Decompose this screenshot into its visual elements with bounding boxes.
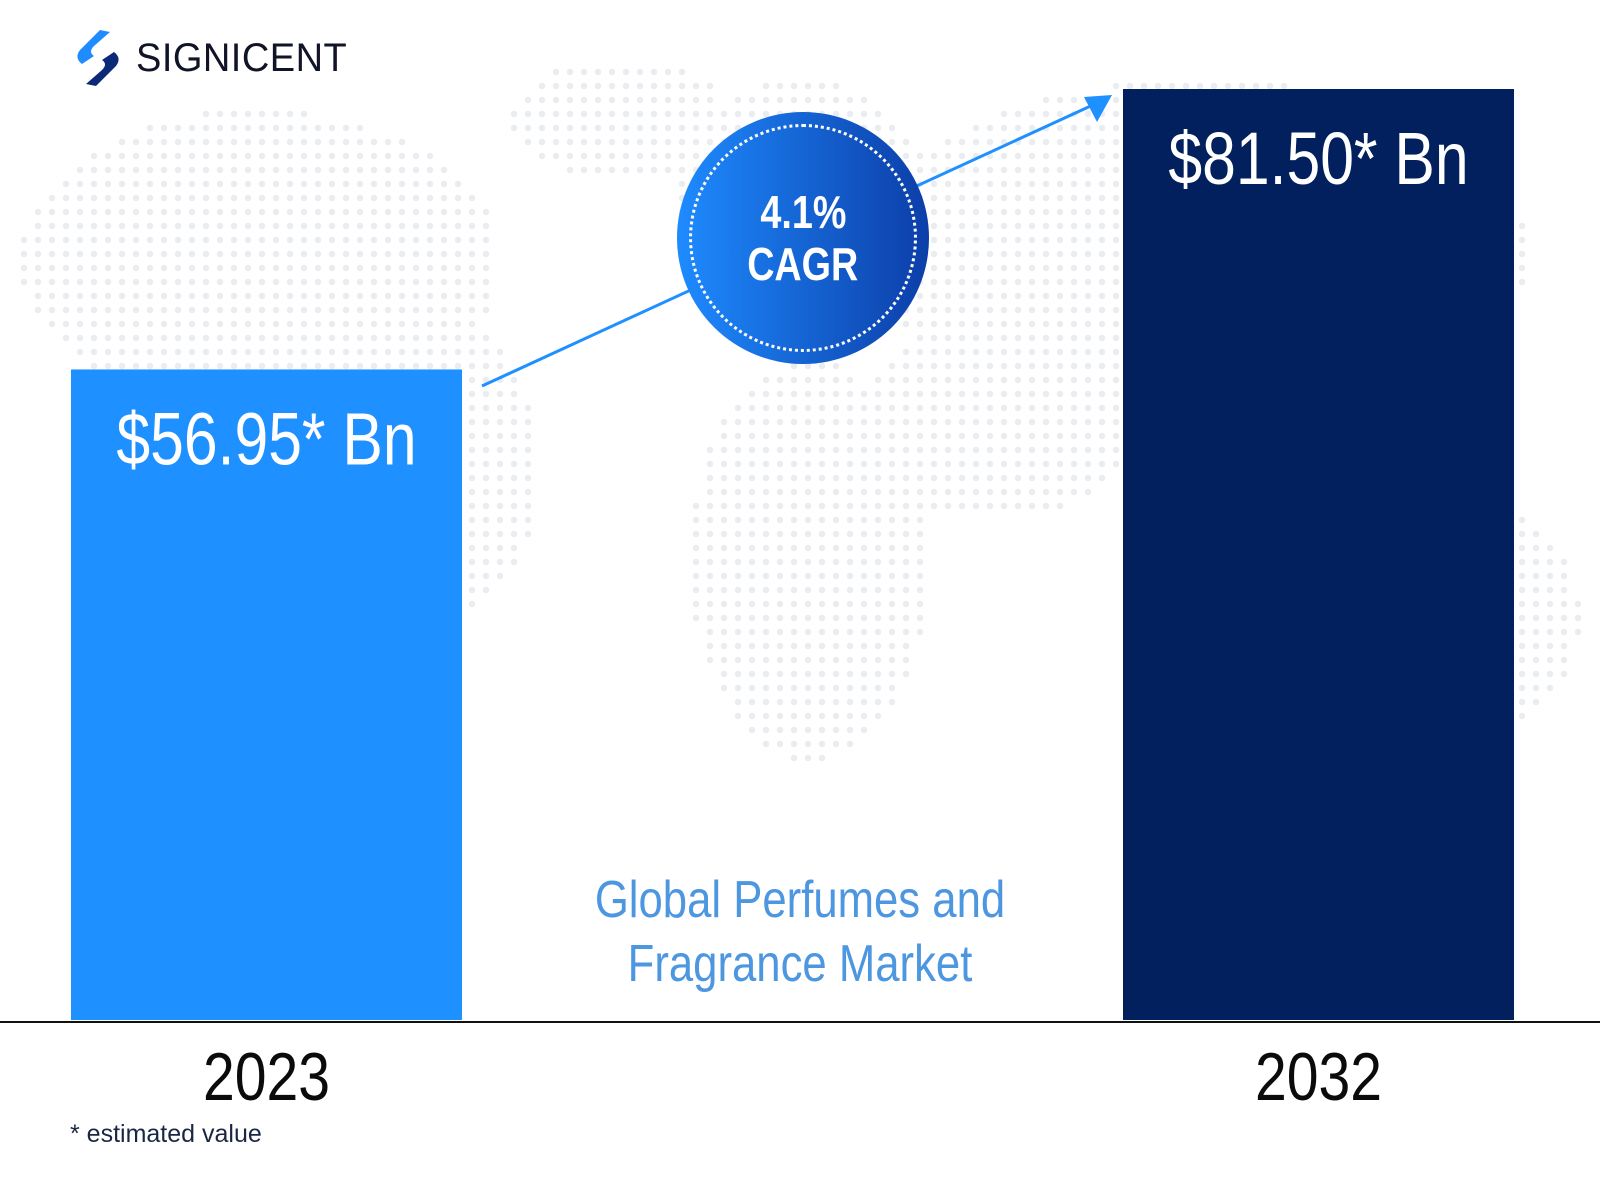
cagr-value: 4.1% [759, 186, 846, 238]
bar-value-label-2023: $56.95* Bn [116, 399, 416, 481]
x-tick-label-2032: 2032 [1255, 1039, 1382, 1115]
market-title: Global Perfumes and Fragrance Market [594, 871, 1006, 993]
signicent-logo: SIGNICENT [70, 28, 358, 88]
growth-arrow-head [1084, 95, 1112, 122]
signicent-logo-icon [77, 30, 119, 86]
brand-name: SIGNICENT [136, 35, 348, 80]
footnote: * estimated value [70, 1120, 262, 1148]
x-tick-label-2023: 2023 [203, 1039, 330, 1115]
cagr-badge: 4.1% CAGR [677, 112, 929, 364]
bar-value-label-2032: $81.50* Bn [1168, 118, 1468, 200]
cagr-label: CAGR [747, 238, 859, 290]
bar-2023 [71, 369, 462, 1020]
bar-2032 [1123, 89, 1514, 1020]
cagr-dotted-ring [689, 124, 917, 352]
